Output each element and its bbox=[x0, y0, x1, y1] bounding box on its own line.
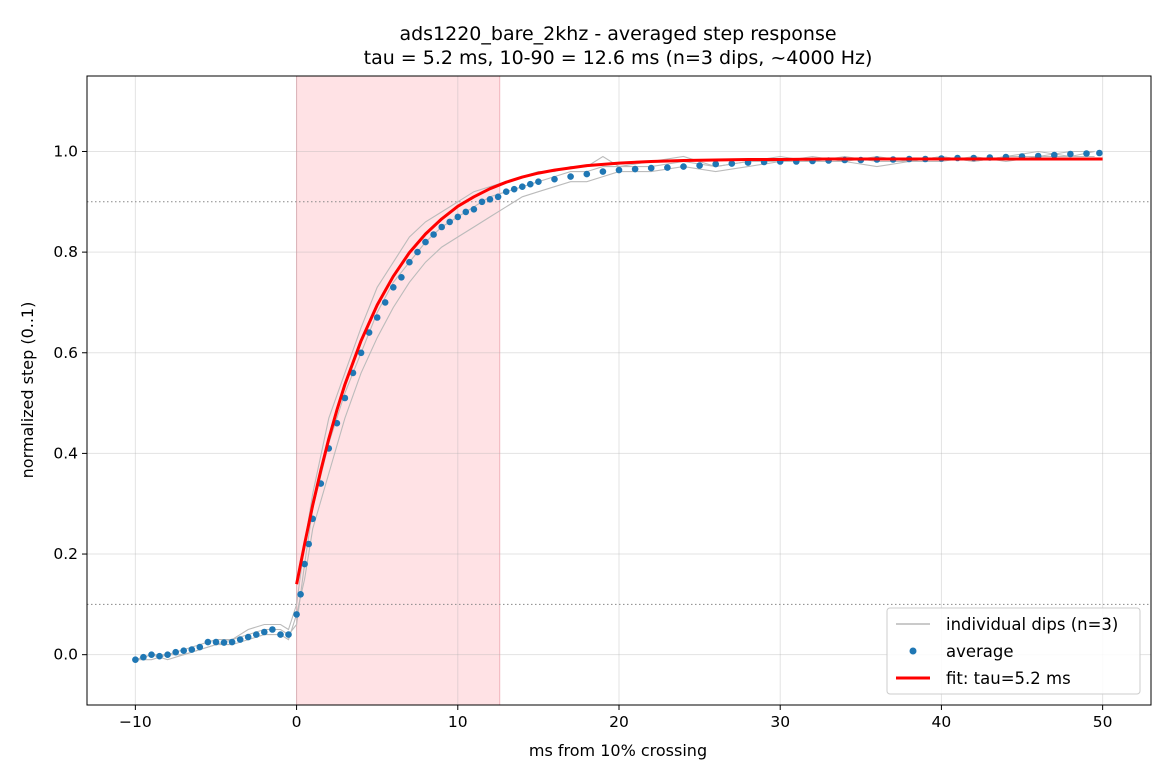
average-point-46 bbox=[486, 196, 494, 203]
average-point-64 bbox=[728, 160, 736, 167]
average-point-4 bbox=[164, 651, 171, 658]
average-point-32 bbox=[373, 314, 381, 321]
average-point-28 bbox=[341, 394, 349, 402]
average-point-87 bbox=[1096, 149, 1103, 157]
chart-title: ads1220_bare_2khz - averaged step respon… bbox=[399, 23, 836, 45]
average-point-15 bbox=[252, 631, 260, 638]
legend-box bbox=[886, 607, 1141, 695]
average-point-43 bbox=[462, 208, 470, 216]
average-point-5 bbox=[172, 648, 179, 656]
legend-label-average: average bbox=[946, 642, 1014, 661]
average-point-7 bbox=[188, 646, 196, 653]
individual-dip-line-0 bbox=[135, 150, 1095, 661]
y-tick-label-5: 1.0 bbox=[53, 142, 78, 160]
legend-label-fit: fit: tau=5.2 ms bbox=[946, 669, 1071, 688]
average-point-1 bbox=[140, 653, 147, 661]
average-point-30 bbox=[357, 349, 365, 357]
average-point-10 bbox=[212, 638, 220, 646]
average-point-61 bbox=[680, 163, 687, 170]
average-point-11 bbox=[220, 639, 228, 646]
x-tick-label-4: 30 bbox=[770, 713, 790, 731]
average-point-86 bbox=[1083, 150, 1090, 157]
average-point-0 bbox=[132, 656, 139, 663]
average-point-40 bbox=[438, 223, 446, 231]
chart-subtitle: tau = 5.2 ms, 10-90 = 12.6 ms (n=3 dips,… bbox=[364, 47, 873, 69]
average-point-62 bbox=[696, 162, 703, 169]
x-tick-label-1: 0 bbox=[292, 713, 302, 731]
average-point-8 bbox=[196, 643, 204, 651]
y-tick-label-0: 0.0 bbox=[53, 646, 78, 664]
y-tick-label-2: 0.4 bbox=[53, 444, 78, 462]
average-point-9 bbox=[204, 638, 212, 646]
average-point-22 bbox=[301, 560, 308, 568]
average-point-44 bbox=[470, 206, 478, 213]
average-point-21 bbox=[297, 591, 304, 598]
average-point-27 bbox=[333, 419, 341, 427]
y-axis-label: normalized step (0..1) bbox=[18, 302, 37, 479]
average-point-85 bbox=[1067, 150, 1074, 158]
average-point-59 bbox=[647, 164, 655, 172]
average-point-41 bbox=[446, 218, 454, 226]
individual-dip-line-1 bbox=[135, 155, 1095, 661]
x-tick-label-6: 50 bbox=[1093, 713, 1113, 731]
average-point-42 bbox=[454, 213, 462, 221]
average-point-13 bbox=[236, 636, 244, 643]
legend-label-individual-dips: individual dips (n=3) bbox=[946, 615, 1118, 634]
x-axis-label: ms from 10% crossing bbox=[529, 741, 707, 760]
average-point-38 bbox=[422, 238, 429, 246]
y-tick-label-1: 0.2 bbox=[53, 545, 78, 563]
average-point-53 bbox=[551, 175, 558, 183]
average-point-63 bbox=[712, 160, 719, 168]
average-point-45 bbox=[478, 198, 486, 206]
x-tick-label-5: 40 bbox=[932, 713, 952, 731]
average-point-16 bbox=[261, 628, 268, 636]
average-point-58 bbox=[631, 165, 639, 173]
average-point-39 bbox=[430, 231, 437, 238]
average-point-6 bbox=[180, 647, 187, 654]
average-point-17 bbox=[269, 626, 276, 633]
average-point-50 bbox=[519, 183, 526, 190]
plot-area: −10 0 10 20 30 40 50 0.0 0.2 0.4 0.6 0.8 1.0 bbox=[53, 75, 1152, 731]
average-point-31 bbox=[365, 329, 373, 336]
average-point-20 bbox=[293, 611, 300, 618]
fit-curve-line bbox=[295, 157, 1103, 585]
average-point-18 bbox=[277, 631, 284, 638]
average-point-23 bbox=[305, 540, 313, 548]
y-tick-label-3: 0.6 bbox=[53, 344, 78, 362]
x-tick-label-2: 10 bbox=[448, 713, 468, 731]
x-tick-label-3: 20 bbox=[609, 713, 629, 731]
average-point-54 bbox=[567, 173, 574, 180]
average-point-52 bbox=[535, 178, 542, 185]
average-point-12 bbox=[228, 638, 236, 646]
average-point-37 bbox=[414, 248, 421, 256]
y-tick-label-4: 0.8 bbox=[53, 243, 78, 261]
x-tick-label-0: −10 bbox=[119, 713, 152, 731]
average-point-84 bbox=[1051, 151, 1058, 159]
average-point-33 bbox=[381, 299, 389, 306]
average-point-51 bbox=[527, 180, 534, 188]
average-point-57 bbox=[615, 166, 623, 174]
legend: individual dips (n=3) average fit: tau=5… bbox=[886, 607, 1141, 695]
average-point-2 bbox=[148, 651, 155, 658]
average-point-19 bbox=[285, 631, 292, 638]
average-point-55 bbox=[583, 170, 591, 178]
rise-time-shaded-region bbox=[296, 76, 500, 705]
average-point-14 bbox=[244, 633, 252, 641]
legend-swatch-average bbox=[909, 647, 917, 655]
average-point-60 bbox=[664, 164, 671, 171]
average-point-35 bbox=[398, 274, 405, 281]
average-point-36 bbox=[406, 258, 413, 266]
average-point-3 bbox=[156, 652, 163, 660]
average-point-56 bbox=[599, 168, 607, 175]
average-point-34 bbox=[390, 284, 397, 291]
average-point-47 bbox=[494, 193, 502, 201]
average-point-49 bbox=[510, 185, 518, 193]
average-point-48 bbox=[502, 188, 510, 195]
